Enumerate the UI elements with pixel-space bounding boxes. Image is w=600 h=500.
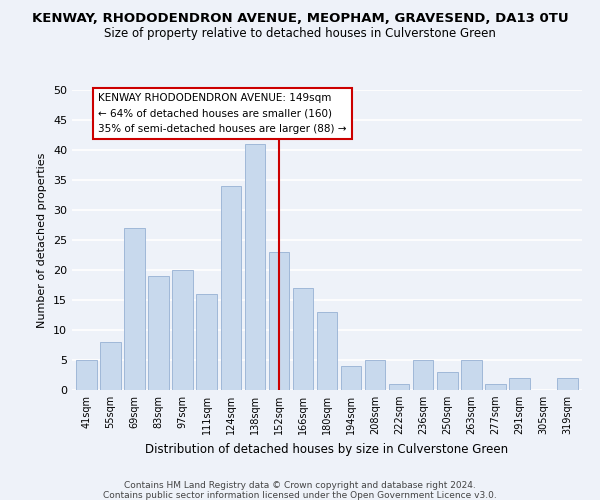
Bar xyxy=(557,378,578,390)
Bar xyxy=(389,384,409,390)
Bar xyxy=(317,312,337,390)
Bar xyxy=(365,360,385,390)
Bar xyxy=(341,366,361,390)
Text: Contains HM Land Registry data © Crown copyright and database right 2024.: Contains HM Land Registry data © Crown c… xyxy=(124,481,476,490)
Bar xyxy=(245,144,265,390)
Bar xyxy=(437,372,458,390)
Text: Size of property relative to detached houses in Culverstone Green: Size of property relative to detached ho… xyxy=(104,28,496,40)
Bar xyxy=(269,252,289,390)
Text: Contains public sector information licensed under the Open Government Licence v3: Contains public sector information licen… xyxy=(103,491,497,500)
Text: KENWAY RHODODENDRON AVENUE: 149sqm
← 64% of detached houses are smaller (160)
35: KENWAY RHODODENDRON AVENUE: 149sqm ← 64%… xyxy=(98,93,347,134)
Bar xyxy=(509,378,530,390)
Bar xyxy=(76,360,97,390)
Y-axis label: Number of detached properties: Number of detached properties xyxy=(37,152,47,328)
Bar xyxy=(148,276,169,390)
Bar xyxy=(293,288,313,390)
Bar xyxy=(485,384,506,390)
Bar xyxy=(124,228,145,390)
Bar xyxy=(461,360,482,390)
X-axis label: Distribution of detached houses by size in Culverstone Green: Distribution of detached houses by size … xyxy=(145,442,509,456)
Bar xyxy=(172,270,193,390)
Bar xyxy=(221,186,241,390)
Text: KENWAY, RHODODENDRON AVENUE, MEOPHAM, GRAVESEND, DA13 0TU: KENWAY, RHODODENDRON AVENUE, MEOPHAM, GR… xyxy=(32,12,568,26)
Bar xyxy=(413,360,433,390)
Bar xyxy=(100,342,121,390)
Bar xyxy=(196,294,217,390)
